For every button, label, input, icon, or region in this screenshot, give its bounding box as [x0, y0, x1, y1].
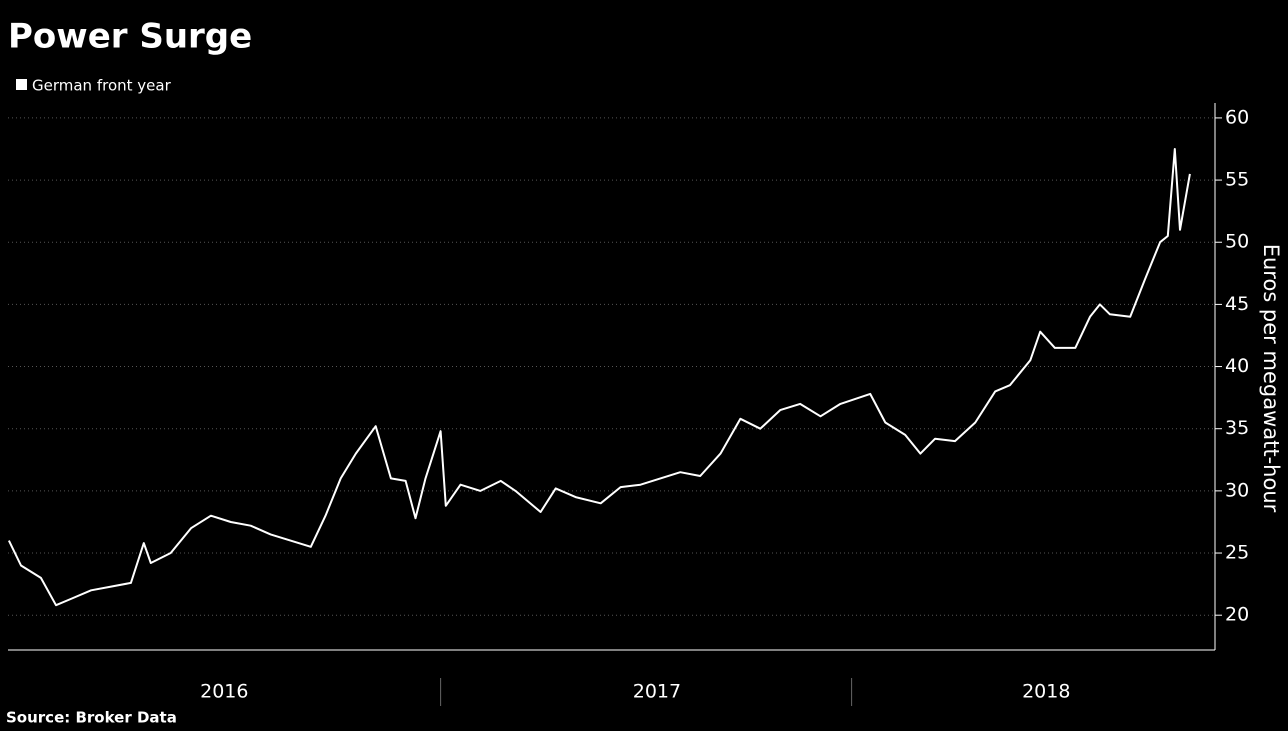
x-tick-label: 2018 [1022, 681, 1070, 703]
y-tick-label: 35 [1225, 417, 1249, 439]
y-tick-label: 55 [1225, 169, 1249, 191]
y-axis-label: Euros per megawatt-hour [1259, 244, 1283, 513]
x-tick-label: 2017 [633, 681, 681, 703]
y-tick-label: 30 [1225, 479, 1249, 501]
chart-title: Power Surge [8, 17, 252, 57]
y-tick-label: 40 [1225, 355, 1249, 377]
x-tick-label: 2016 [200, 681, 248, 703]
y-tick-label: 45 [1225, 293, 1249, 315]
data-line [8, 148, 1191, 607]
y-tick-label: 60 [1225, 106, 1249, 128]
source: Source: Broker Data [6, 709, 177, 727]
legend-swatch [16, 79, 27, 90]
legend-label: German front year [32, 77, 172, 95]
y-tick-label: 50 [1225, 231, 1249, 253]
y-tick-label: 25 [1225, 542, 1249, 564]
y-tick-label: 20 [1225, 604, 1249, 626]
